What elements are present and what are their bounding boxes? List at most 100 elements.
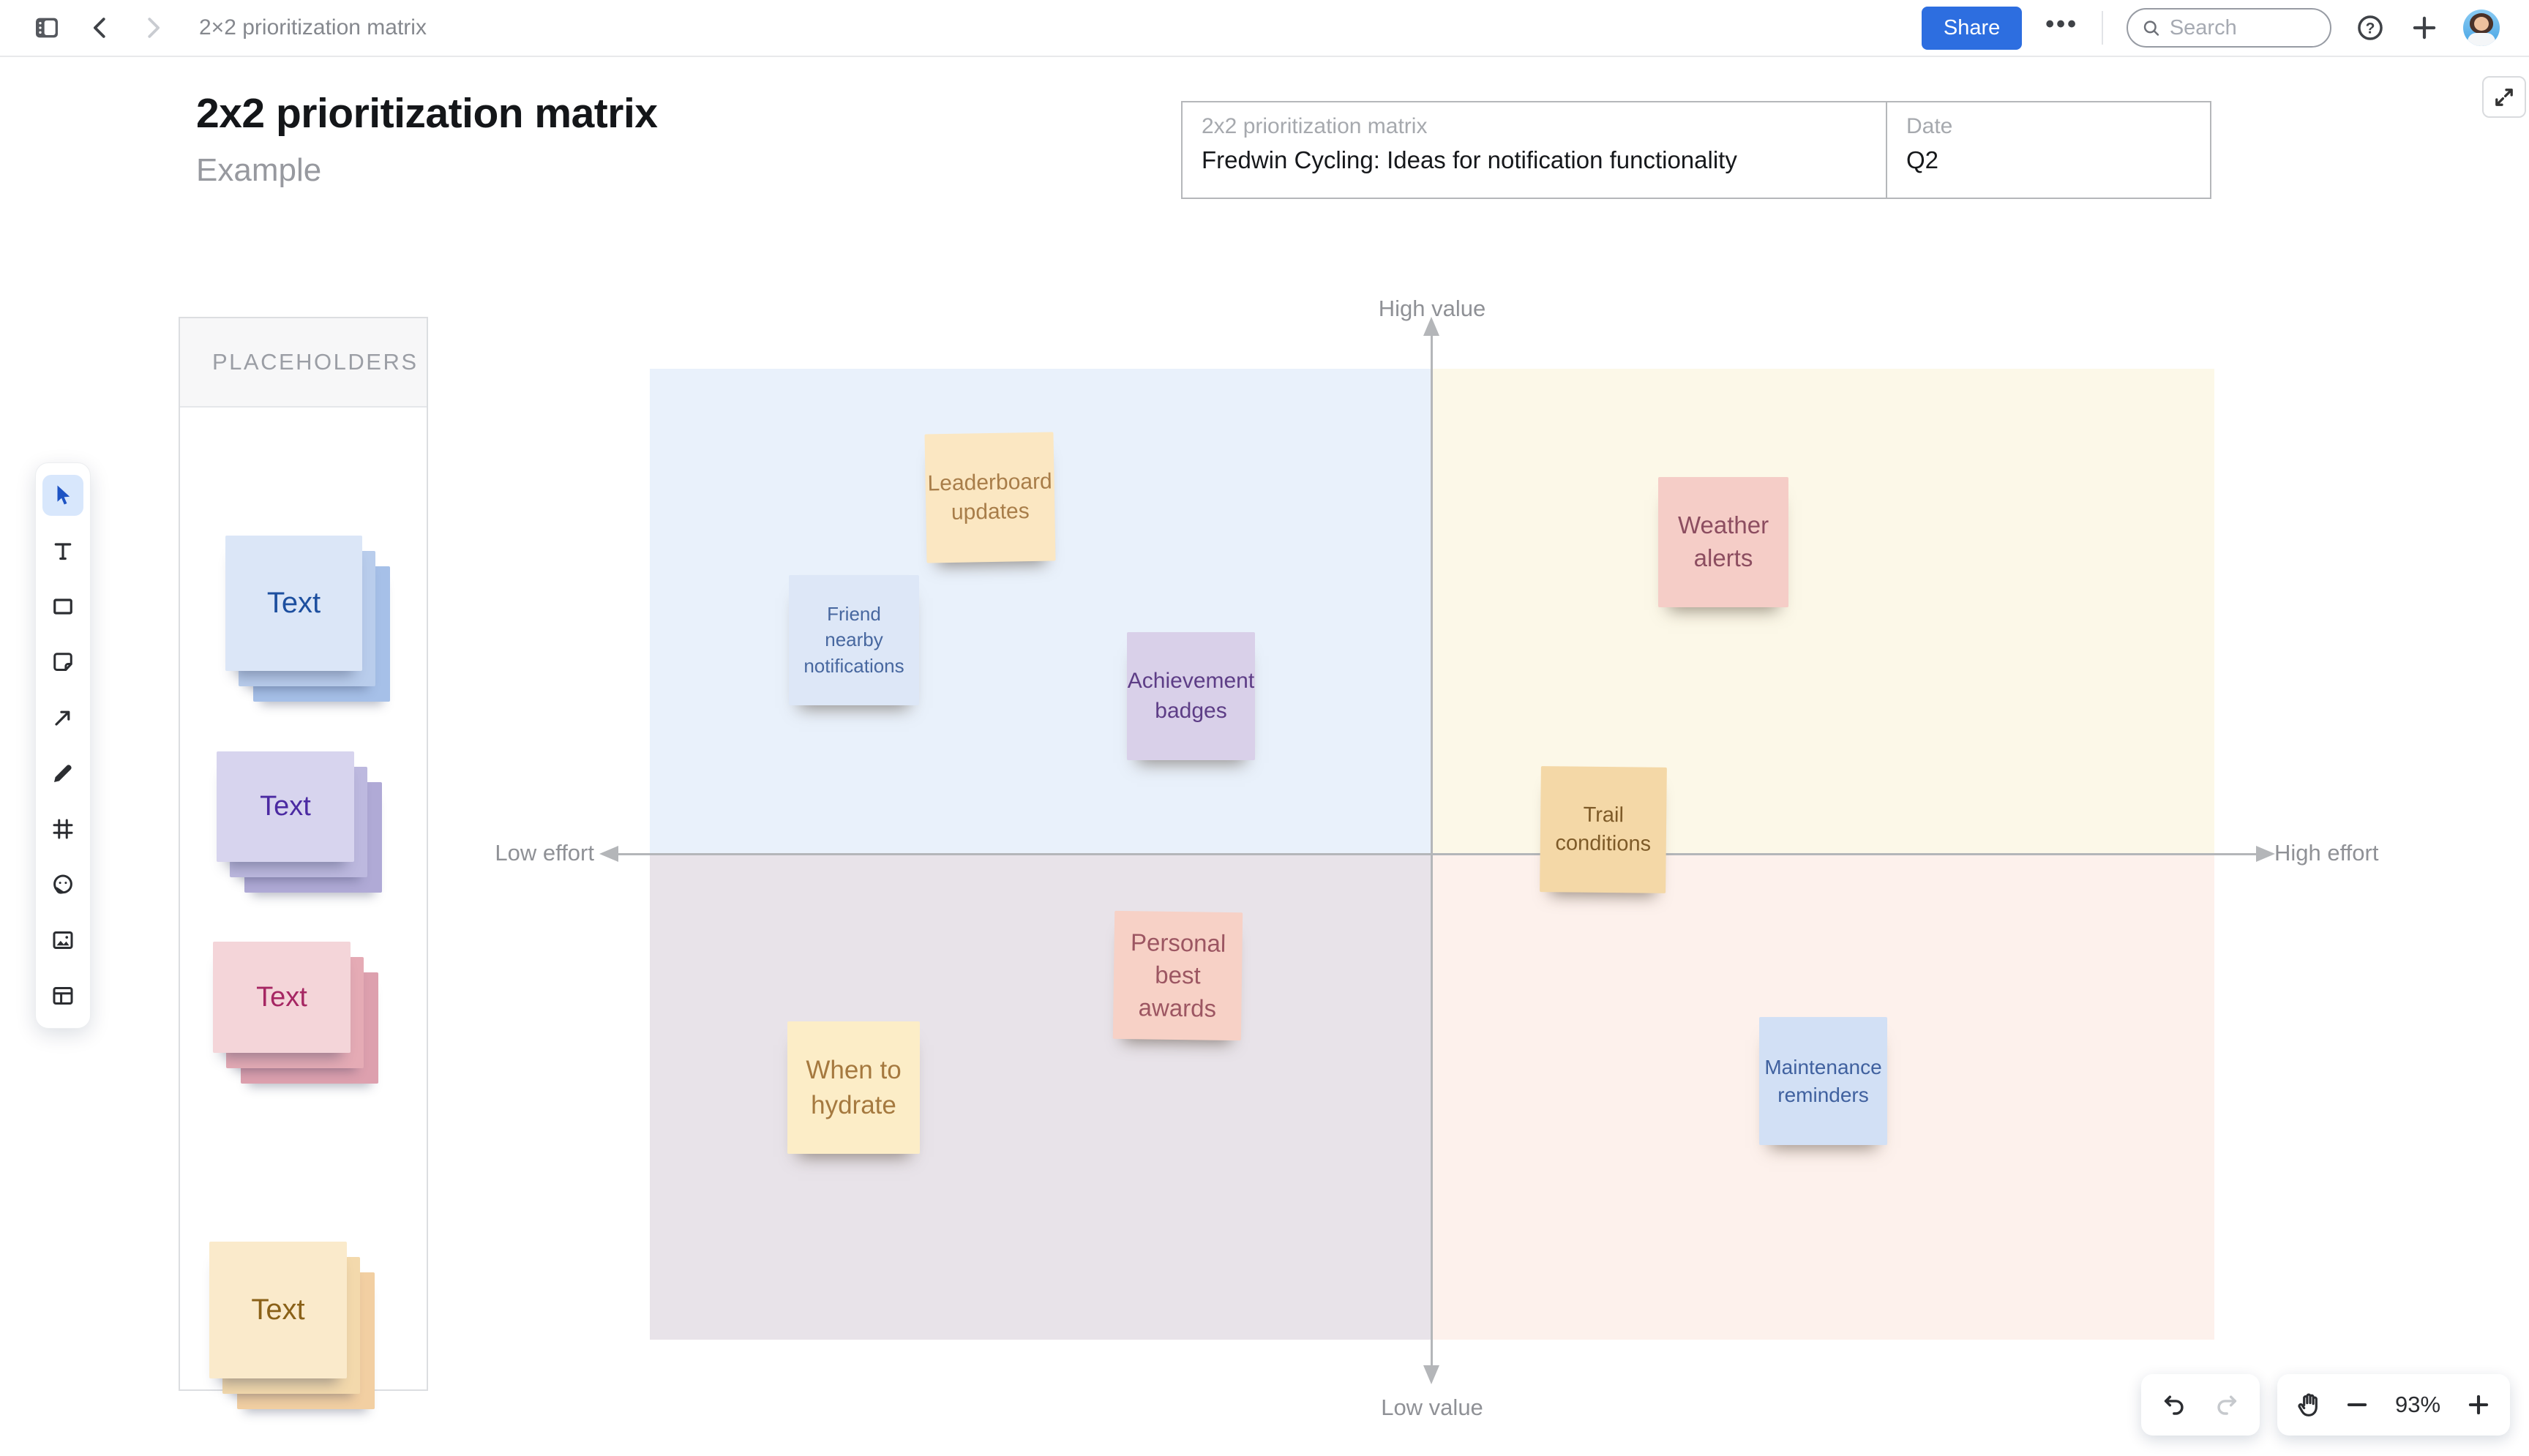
tool-connector-button[interactable] xyxy=(42,697,83,738)
placeholder-stack-pink[interactable]: Text xyxy=(213,942,380,1085)
search-input[interactable] xyxy=(2169,15,2317,40)
axis-label-high-effort: High effort xyxy=(2274,839,2379,866)
tool-template-button[interactable] xyxy=(42,975,83,1016)
tool-shape-button[interactable] xyxy=(42,586,83,627)
tool-sticky-note-button[interactable] xyxy=(42,642,83,683)
stack-front: Text xyxy=(225,536,362,671)
info-table-value: Fredwin Cycling: Ideas for notification … xyxy=(1202,146,1737,173)
more-menu-button[interactable]: ••• xyxy=(2045,10,2078,38)
sticky-note-leaderboard-updates[interactable]: Leaderboard updates xyxy=(924,432,1056,563)
undo-icon xyxy=(2164,1395,2184,1415)
tool-image-button[interactable] xyxy=(42,920,83,961)
tool-sticker-button[interactable] xyxy=(42,864,83,905)
pencil-icon xyxy=(54,765,72,782)
minus-icon xyxy=(2347,1403,2367,1407)
search-box[interactable] xyxy=(2127,8,2331,48)
zoom-in-button[interactable] xyxy=(2465,1391,2492,1419)
arrow-icon xyxy=(55,710,70,726)
placeholder-stack-yellow[interactable]: Text xyxy=(209,1242,376,1411)
priority-matrix: High value Low value Low effort High eff… xyxy=(495,296,2378,1420)
zoom-level: 93% xyxy=(2394,1392,2441,1417)
axis-label-high-value: High value xyxy=(1378,296,1486,321)
sticky-note-when-to-hydrate[interactable]: When to hydrate xyxy=(787,1021,920,1154)
note-text: Trail conditions xyxy=(1555,803,1652,856)
axis-label-low-effort: Low effort xyxy=(495,839,594,866)
placeholders-panel: PLACEHOLDERS Text Text Text Text xyxy=(179,317,428,1409)
stack-front: Text xyxy=(209,1242,347,1378)
document-title: 2×2 prioritization matrix xyxy=(199,15,427,40)
placeholder-stack-purple[interactable]: Text xyxy=(217,751,383,894)
cursor-icon xyxy=(57,485,70,505)
plus-icon xyxy=(2413,16,2436,40)
stack-front: Text xyxy=(217,751,354,862)
create-button[interactable] xyxy=(2409,12,2440,43)
info-table-cell-project[interactable]: 2x2 prioritization matrix Fredwin Cyclin… xyxy=(1183,102,1887,198)
zoom-controls: 93% xyxy=(2277,1374,2510,1436)
help-icon: ? xyxy=(2358,15,2383,40)
note-text: Achievement badges xyxy=(1127,669,1255,723)
sticky-note-weather-alerts[interactable]: Weather alerts xyxy=(1658,477,1788,607)
axis-arrow-right-icon xyxy=(2256,845,2275,862)
info-table-cell-date[interactable]: Date Q2 xyxy=(1887,102,1971,198)
note-text: Weather alerts xyxy=(1677,511,1769,571)
quadrant-low-value-low-effort xyxy=(650,854,1432,1340)
page-subtitle: Example xyxy=(196,152,322,188)
plus-icon xyxy=(2468,1395,2489,1415)
avatar-face xyxy=(2474,17,2489,31)
note-text: Personal best awards xyxy=(1130,928,1226,1022)
info-table[interactable]: 2x2 prioritization matrix Fredwin Cyclin… xyxy=(1181,101,2211,199)
redo-button[interactable] xyxy=(2213,1391,2241,1419)
sticker-smiley-icon xyxy=(53,874,72,894)
search-icon xyxy=(2143,20,2159,36)
tool-text-button[interactable] xyxy=(42,530,83,571)
image-icon xyxy=(53,931,73,949)
frame-icon xyxy=(53,819,73,839)
sidebar-icon xyxy=(36,18,58,38)
sticky-note-friend-nearby-notifications[interactable]: Friend nearby notifications xyxy=(789,575,919,705)
stack-label: Text xyxy=(260,791,311,822)
info-table-label: Date xyxy=(1906,114,1953,138)
forward-button[interactable] xyxy=(139,14,167,42)
sticky-note-trail-conditions[interactable]: Trail conditions xyxy=(1540,766,1667,893)
tool-pen-button[interactable] xyxy=(42,753,83,794)
stack-label: Text xyxy=(251,1294,305,1326)
text-icon xyxy=(54,543,72,560)
horizontal-axis xyxy=(618,852,2257,855)
back-button[interactable] xyxy=(86,14,114,42)
note-text: Leaderboard updates xyxy=(927,469,1052,525)
chevron-left-icon xyxy=(93,18,105,38)
tool-select-button[interactable] xyxy=(42,475,83,516)
placeholder-stack-blue[interactable]: Text xyxy=(225,536,391,703)
zoom-out-button[interactable] xyxy=(2343,1391,2371,1419)
info-table-label: 2x2 prioritization matrix xyxy=(1202,114,1428,138)
vertical-axis xyxy=(1431,335,1433,1366)
avatar[interactable] xyxy=(2463,10,2500,46)
expand-icon xyxy=(2495,88,2513,106)
placeholders-header: PLACEHOLDERS xyxy=(180,318,427,408)
axis-label-low-value: Low value xyxy=(1381,1395,1483,1420)
note-text: When to hydrate xyxy=(806,1056,902,1119)
sidebar-toggle-button[interactable] xyxy=(32,13,61,42)
page-title: 2x2 prioritization matrix xyxy=(196,90,658,137)
history-controls xyxy=(2141,1374,2260,1436)
help-button[interactable]: ? xyxy=(2355,12,2386,43)
sticky-note-icon xyxy=(53,653,72,671)
undo-button[interactable] xyxy=(2160,1391,2188,1419)
pan-tool-button[interactable] xyxy=(2295,1390,2324,1419)
note-text: Maintenance reminders xyxy=(1764,1055,1882,1106)
sticky-note-personal-best-awards[interactable]: Personal best awards xyxy=(1112,910,1243,1041)
placeholders-title: PLACEHOLDERS xyxy=(212,349,419,375)
share-button[interactable]: Share xyxy=(1921,6,2023,50)
template-icon xyxy=(53,987,73,1005)
avatar-body xyxy=(2468,33,2495,46)
chevron-right-icon xyxy=(148,18,160,38)
expand-button[interactable] xyxy=(2482,76,2526,118)
placeholders-body: Text Text Text Text xyxy=(180,408,427,1409)
sticky-note-maintenance-reminders[interactable]: Maintenance reminders xyxy=(1759,1017,1887,1145)
rectangle-icon xyxy=(53,598,72,615)
tool-frame-button[interactable] xyxy=(42,808,83,849)
stack-front: Text xyxy=(213,942,351,1053)
divider xyxy=(2102,11,2103,45)
sticky-note-achievement-badges[interactable]: Achievement badges xyxy=(1127,632,1255,760)
axis-arrow-up-icon xyxy=(1423,317,1439,336)
